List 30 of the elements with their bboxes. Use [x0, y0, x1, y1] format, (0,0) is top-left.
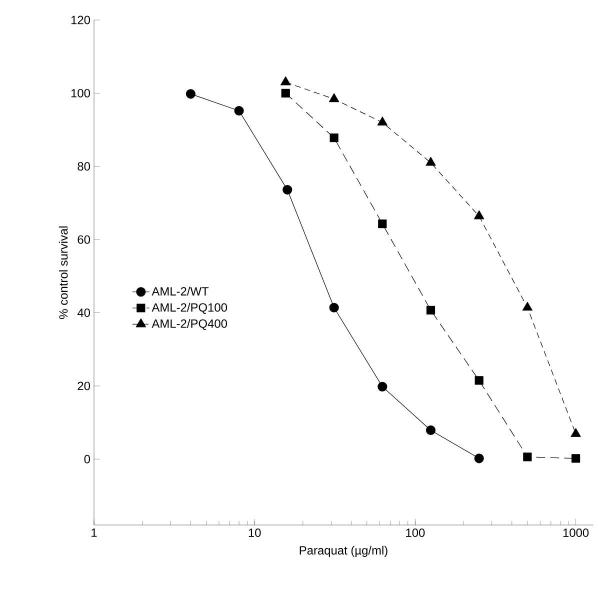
y-tick-label: 60	[78, 235, 90, 244]
point	[281, 88, 290, 98]
y-tick-label: 100	[71, 88, 90, 98]
legend-label: AML-2/PQ400	[152, 319, 228, 330]
point	[426, 156, 436, 166]
point	[377, 116, 388, 126]
x-axis-title: Paraquat (µg/ml)	[300, 546, 388, 557]
legend-label: AML-2/WT	[152, 286, 209, 296]
x-tick-label: 10	[248, 528, 261, 537]
y-tick-label: 20	[78, 382, 90, 390]
legend-label: AML-2/PQ100	[152, 302, 228, 314]
point	[426, 306, 436, 314]
point	[329, 93, 340, 102]
point	[280, 76, 291, 86]
point	[330, 134, 338, 142]
point	[523, 452, 532, 462]
point	[570, 428, 581, 437]
point	[378, 220, 387, 228]
y-axis-title: % control survival	[58, 226, 68, 319]
y-tick-label: 0	[84, 454, 90, 464]
point	[571, 454, 580, 463]
y-tick-label: 80	[78, 162, 90, 171]
y-tick-label: 120	[71, 16, 90, 24]
x-tick-label: 1000	[563, 528, 589, 537]
point	[474, 376, 484, 385]
y-tick-label: 40	[77, 308, 90, 317]
x-tick-label: 100	[406, 528, 425, 537]
point	[522, 302, 533, 311]
point	[474, 210, 484, 220]
x-tick-label: 1	[92, 528, 97, 537]
